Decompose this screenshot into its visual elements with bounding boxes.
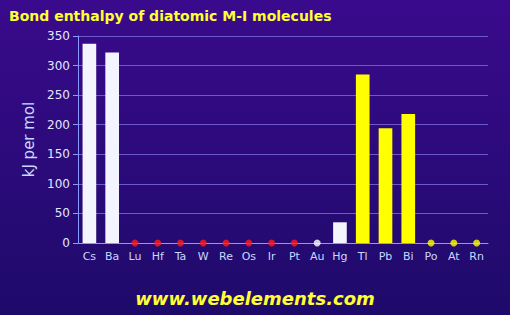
svg-text:At: At (448, 250, 460, 263)
svg-text:Ta: Ta (174, 250, 187, 263)
svg-text:Tl: Tl (357, 250, 368, 263)
svg-text:200: 200 (47, 118, 70, 132)
svg-text:kJ per mol: kJ per mol (20, 102, 38, 178)
svg-text:Rn: Rn (469, 250, 484, 263)
svg-text:Pt: Pt (289, 250, 301, 263)
svg-text:350: 350 (47, 29, 70, 43)
svg-text:250: 250 (47, 88, 70, 102)
svg-text:Ba: Ba (105, 250, 119, 263)
svg-text:Pb: Pb (379, 250, 393, 263)
svg-text:50: 50 (55, 206, 70, 220)
svg-text:Hg: Hg (332, 250, 347, 263)
svg-text:Bond enthalpy of diatomic M-I: Bond enthalpy of diatomic M-I molecules (9, 8, 331, 24)
svg-text:Lu: Lu (128, 250, 141, 263)
svg-text:100: 100 (47, 177, 70, 191)
svg-text:Bi: Bi (403, 250, 414, 263)
svg-text:Po: Po (425, 250, 438, 263)
svg-text:300: 300 (47, 59, 70, 73)
svg-text:Os: Os (242, 250, 257, 263)
svg-text:www.webelements.com: www.webelements.com (135, 288, 375, 309)
svg-text:Cs: Cs (83, 250, 97, 263)
svg-text:Ir: Ir (268, 250, 276, 263)
svg-text:0: 0 (62, 236, 70, 250)
svg-text:Re: Re (219, 250, 233, 263)
svg-text:150: 150 (47, 147, 70, 161)
svg-text:Au: Au (310, 250, 325, 263)
svg-text:W: W (198, 250, 209, 263)
svg-text:Hf: Hf (152, 250, 165, 263)
